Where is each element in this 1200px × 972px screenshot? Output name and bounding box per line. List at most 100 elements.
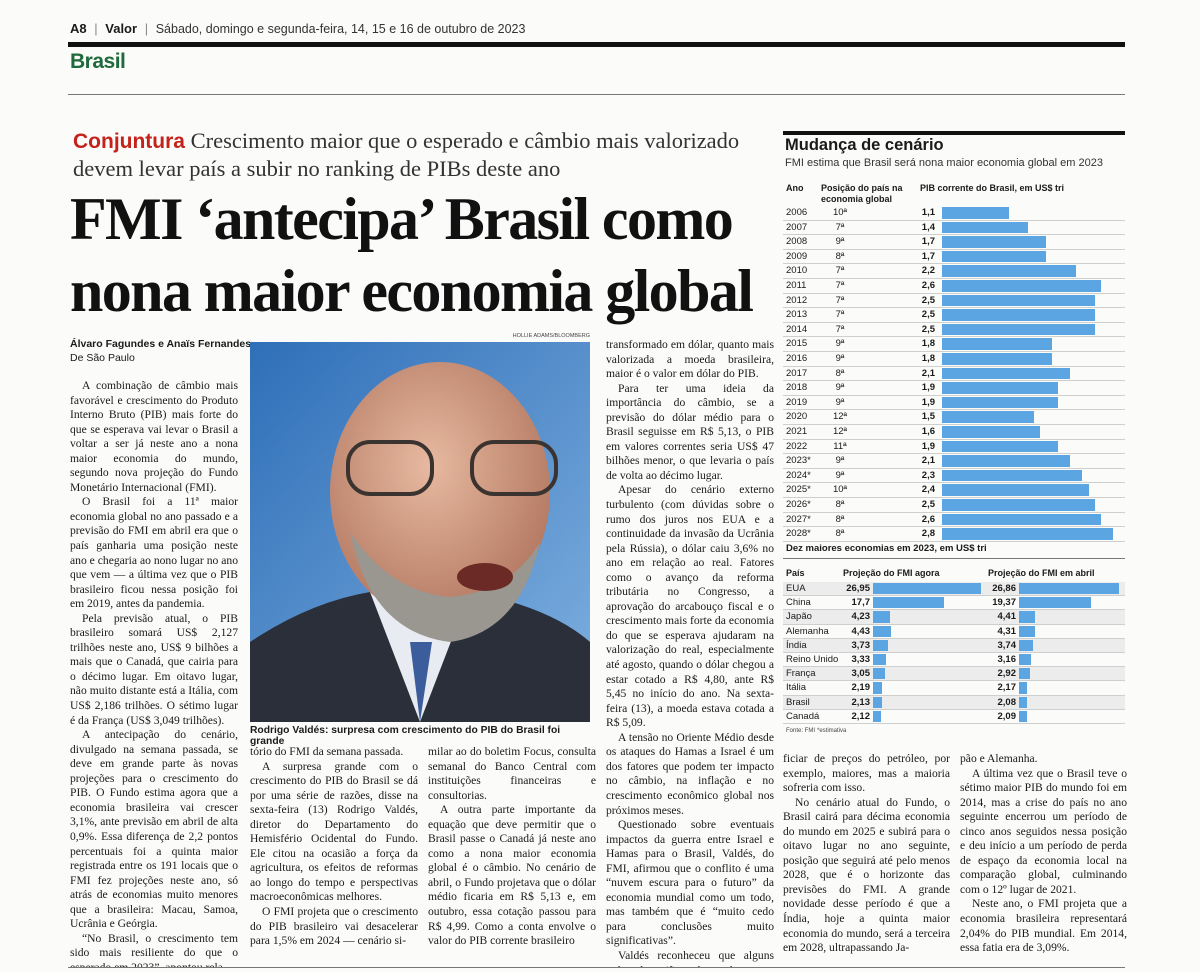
value-label: 1,7: [921, 250, 935, 262]
column-header: Projeção do FMI em abril: [988, 568, 1095, 578]
country: China: [786, 597, 811, 609]
position: 8ª: [835, 528, 845, 540]
table-row: Índia 3,73 3,74: [783, 638, 1125, 653]
value-label: 2,5: [921, 323, 935, 335]
bar: [942, 338, 1052, 350]
position: 7ª: [835, 221, 845, 233]
paragraph: Pela previsão atual, o PIB brasileiro so…: [70, 611, 238, 727]
value-label: 3,73: [851, 639, 871, 651]
bar: [942, 207, 1010, 219]
value-label: 3,05: [851, 668, 871, 680]
table-row: 2007 7ª 1,4: [783, 221, 1125, 236]
table-row: 2016 9ª 1,8: [783, 352, 1125, 367]
table-row: Reino Unido 3,33 3,16: [783, 653, 1125, 668]
value-label: 1,5: [921, 411, 935, 423]
bar: [942, 411, 1034, 423]
year: 2013: [786, 309, 808, 321]
paragraph: tório do FMI da semana passada.: [250, 745, 404, 758]
value-label: 2,6: [921, 280, 935, 291]
value-label: 2,3: [921, 469, 935, 481]
year: 2027*: [786, 513, 811, 525]
photo-caption: Rodrigo Valdés: surpresa com crescimento…: [250, 725, 561, 747]
paragraph: Para ter uma ideia da importância do câm…: [606, 381, 774, 482]
value-label: 2,2: [921, 265, 935, 277]
bar: [942, 353, 1052, 365]
bar: [1019, 583, 1119, 595]
text-column: A combinação de câmbio mais favorável e …: [70, 379, 238, 968]
paragraph: Valdés reconheceu que alguns países da r…: [606, 948, 774, 968]
bar: [873, 639, 888, 651]
table-row: 2023* 9ª 2,1: [783, 454, 1125, 469]
value-label: 2,17: [997, 682, 1017, 694]
paragraph: ficiar de preços do petróleo, por exempl…: [783, 752, 950, 795]
table-row: Canadá 2,12 2,09: [783, 709, 1125, 724]
position: 9ª: [835, 396, 845, 408]
paragraph: O Brasil foi a 11ª maior economia global…: [70, 495, 238, 611]
position: 8ª: [835, 367, 845, 379]
year: 2016: [786, 353, 808, 364]
year: 2024*: [786, 469, 811, 481]
bar: [873, 583, 981, 595]
bar: [942, 484, 1089, 496]
table-row: 2014 7ª 2,5: [783, 323, 1125, 338]
bar: [873, 611, 890, 623]
bar: [942, 294, 1095, 307]
value-label: 1,6: [921, 426, 935, 437]
column-header: PIB corrente do Brasil, em US$ tri: [920, 183, 1065, 193]
table-row: 2015 9ª 1,8: [783, 337, 1125, 352]
position: 9ª: [835, 338, 845, 350]
year: 2010: [786, 265, 808, 277]
paragraph: pão e Alemanha.: [960, 752, 1038, 765]
year: 2007: [786, 221, 808, 233]
position: 10ª: [832, 484, 848, 496]
year: 2026*: [786, 499, 811, 510]
value-label: 3,74: [997, 639, 1017, 651]
bar: [942, 236, 1046, 248]
year: 2009: [786, 250, 808, 262]
value-label: 2,92: [997, 668, 1017, 680]
mouth: [457, 563, 513, 591]
position: 7ª: [835, 280, 845, 291]
table-row: França 3,05 2,92: [783, 667, 1125, 682]
country: Japão: [786, 611, 812, 623]
head: [330, 362, 550, 622]
value-label: 1,8: [921, 338, 935, 350]
position: 11ª: [833, 440, 847, 452]
tie: [410, 642, 432, 722]
value-label: 2,1: [921, 367, 935, 379]
separator: |: [94, 21, 98, 36]
position: 7ª: [835, 323, 845, 335]
kicker: Conjuntura: [73, 130, 185, 153]
country: Canadá: [786, 710, 820, 722]
position: 8ª: [835, 513, 845, 525]
bar: [942, 469, 1083, 482]
photo-credit: HOLLIE ADAMS/BLOOMBERG: [512, 333, 590, 339]
year: 2012: [786, 294, 808, 306]
bar: [942, 455, 1071, 467]
bar: [1019, 668, 1030, 680]
table-row: Itália 2,19 2,17: [783, 681, 1125, 696]
value-label: 2,5: [921, 294, 935, 306]
bar: [873, 682, 882, 694]
paragraph: A última vez que o Brasil teve o sétimo …: [960, 766, 1127, 896]
value-label: 4,43: [851, 625, 871, 637]
table-row: 2024* 9ª 2,3: [783, 469, 1125, 484]
paragraph: A surpresa grande com o crescimento do P…: [250, 759, 418, 904]
year: 2025*: [786, 484, 811, 496]
table-row: 2020 12ª 1,5: [783, 410, 1125, 425]
table-row: 2022 11ª 1,9: [783, 440, 1125, 455]
paragraph: transformado em dólar, quanto mais valor…: [606, 338, 774, 381]
year: 2018: [786, 382, 808, 394]
country: França: [786, 668, 816, 680]
table-row: 2009 8ª 1,7: [783, 250, 1125, 265]
paragraph: Apesar do cenário externo turbulento (co…: [606, 483, 774, 730]
glasses: [470, 440, 558, 496]
top-rule: [68, 42, 1125, 47]
headline: FMI ‘antecipa’ Brasil como nona maior ec…: [70, 183, 754, 327]
bar: [942, 513, 1101, 526]
value-label: 3,16: [997, 654, 1017, 665]
masthead: A8 | Valor | Sábado, domingo e segunda-f…: [70, 21, 525, 36]
country: Alemanha: [786, 625, 829, 637]
paragraph: Questionado sobre eventuais impactos da …: [606, 818, 774, 948]
bar: [942, 499, 1095, 511]
